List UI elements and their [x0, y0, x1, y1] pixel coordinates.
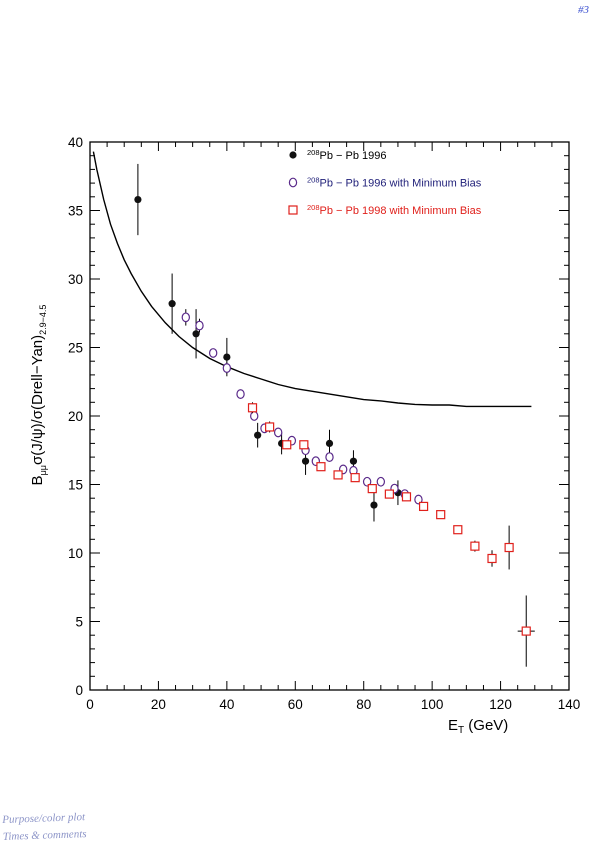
data-point [195, 320, 204, 331]
axis-ticks: 0 20 40 60 80 100 120 140 0 5 10 15 20 25 30 35 40 [68, 135, 580, 712]
data-point [521, 626, 531, 636]
legend-label: 208Pb − Pb 1998 with Minimum Bias [307, 203, 482, 217]
data-points [134, 163, 535, 667]
legend-marker [289, 151, 297, 159]
data-point [436, 510, 446, 520]
data-point [181, 312, 190, 323]
data-point [301, 457, 310, 465]
series-1 [134, 163, 402, 522]
page-number: #3 [578, 4, 589, 16]
plot-frame [89, 141, 570, 691]
data-point [299, 440, 309, 450]
legend-marker [288, 205, 298, 215]
data-point [370, 501, 378, 509]
x-axis-label: ET (GeV) [448, 717, 508, 736]
x-tick-label: 100 [421, 697, 444, 712]
series-3 [247, 402, 535, 667]
data-point [208, 348, 218, 358]
data-point [134, 195, 142, 204]
legend-label: 208Pb − Pb 1996 with Minimum Bias [307, 176, 482, 190]
data-point [265, 422, 275, 432]
y-tick-label: 30 [68, 272, 83, 287]
data-point [273, 427, 283, 438]
data-point [222, 363, 232, 373]
x-tick-label: 120 [489, 697, 512, 712]
y-tick-label: 35 [68, 204, 83, 219]
data-point [316, 462, 326, 472]
y-axis-label: Bμμσ(J/ψ)/σ(Drell−Yan)2.9−4.5 [29, 305, 48, 486]
data-point [236, 389, 245, 399]
data-point [325, 452, 334, 463]
data-point [401, 492, 412, 502]
model-curve-line [92, 151, 532, 408]
y-tick-label: 10 [68, 546, 83, 561]
series-2 [181, 309, 423, 505]
handwritten-note: Purpose/color plot Times & comments [2, 809, 87, 846]
note-line-2: Times & comments [2, 828, 87, 844]
x-tick-label: 20 [151, 697, 166, 712]
data-point [384, 489, 394, 499]
x-tick-label: 40 [219, 697, 234, 712]
data-point [192, 330, 200, 338]
data-point [333, 470, 343, 480]
data-point [350, 473, 360, 483]
y-tick-label: 5 [75, 615, 83, 630]
model-curve [92, 151, 532, 408]
data-point [223, 353, 231, 361]
plot-area-frame [89, 141, 570, 691]
data-point [349, 457, 358, 465]
legend-marker [288, 177, 298, 188]
data-point [282, 440, 292, 450]
data-point [168, 300, 176, 308]
x-tick-label: 0 [86, 697, 94, 712]
data-point [418, 501, 429, 512]
y-tick-label: 40 [68, 135, 83, 150]
y-tick-label: 20 [68, 409, 83, 424]
legend-label: 208Pb − Pb 1996 [307, 148, 387, 162]
data-point [367, 484, 377, 494]
x-tick-label: 60 [288, 697, 303, 712]
y-tick-label: 15 [68, 478, 83, 493]
axis-labels: ET (GeV) Bμμσ(J/ψ)/σ(Drell−Yan)2.9−4.5 [29, 305, 508, 736]
data-point [470, 541, 480, 551]
x-tick-label: 80 [356, 697, 371, 712]
data-point [250, 411, 259, 421]
legend: 208Pb − Pb 1996 208Pb − Pb 1996 with Mini… [288, 148, 482, 217]
x-tick-label: 140 [558, 697, 581, 712]
data-point [247, 403, 258, 413]
data-point [487, 553, 497, 564]
data-point [254, 431, 262, 439]
data-point [376, 476, 386, 487]
y-tick-label: 25 [68, 341, 83, 356]
data-point [325, 439, 334, 447]
data-point [453, 525, 463, 535]
data-point [362, 476, 372, 487]
data-point [414, 494, 423, 505]
y-tick-label: 0 [75, 683, 83, 698]
data-point [504, 542, 514, 553]
